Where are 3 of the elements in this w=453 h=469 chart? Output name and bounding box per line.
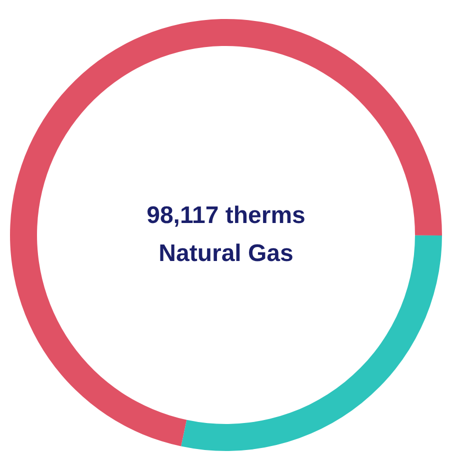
donut-slice (10, 19, 442, 446)
text: Natural Gas (158, 240, 294, 267)
text: 98,117 therms (146, 202, 306, 229)
